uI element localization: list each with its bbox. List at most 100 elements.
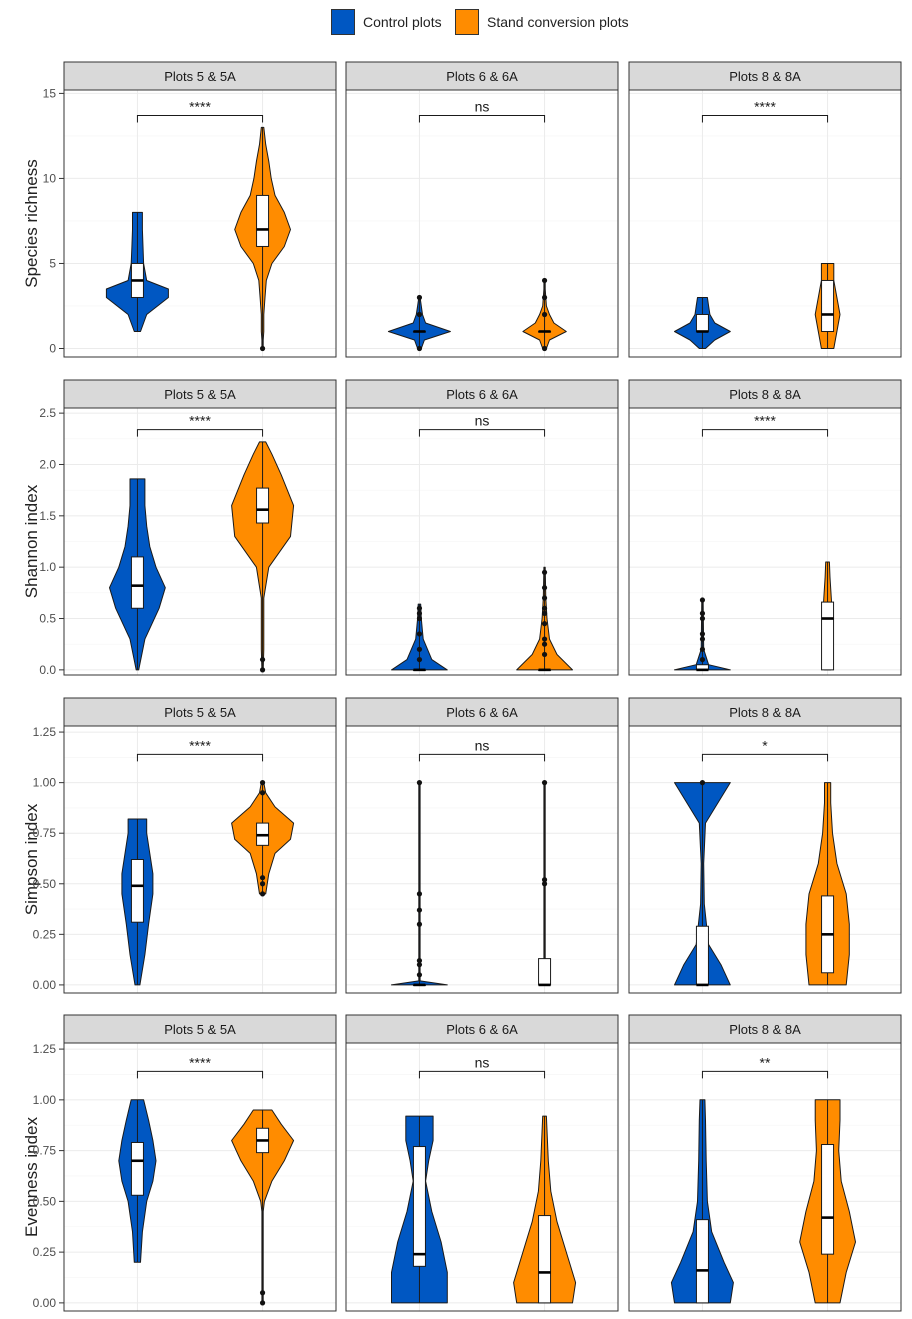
panel-border xyxy=(628,725,902,994)
y-tick-label: 0.75 xyxy=(33,826,57,840)
y-tick-label: 0.75 xyxy=(33,1144,57,1158)
significance-bracket xyxy=(701,429,829,437)
significance-bracket xyxy=(701,115,829,123)
outlier-point xyxy=(416,311,423,318)
outlier-point xyxy=(416,972,423,978)
significance-label: ** xyxy=(760,1054,771,1070)
y-tick-label: 10 xyxy=(43,171,57,185)
facet-strip-label: Plots 5 & 5A xyxy=(164,1022,236,1037)
y-tick-label: 1.25 xyxy=(33,1042,57,1056)
outlier-point xyxy=(541,877,548,883)
y-tick-label: 0.0 xyxy=(39,663,56,677)
facet-strip xyxy=(345,697,619,727)
outlier-point xyxy=(699,636,706,642)
outlier-point xyxy=(259,881,266,887)
outlier-point xyxy=(259,345,266,352)
panel-border xyxy=(345,407,619,676)
significance-label: * xyxy=(762,737,768,753)
outlier-point xyxy=(259,667,266,673)
significance-bracket xyxy=(136,429,264,437)
outlier-point xyxy=(541,311,548,318)
significance-label: ns xyxy=(475,1054,490,1070)
legend: Control plots Stand conversion plots xyxy=(0,6,912,38)
outlier-point xyxy=(259,1290,266,1296)
outlier-point xyxy=(416,780,423,786)
facet-strip-label: Plots 8 & 8A xyxy=(729,387,801,402)
y-tick-label: 0.25 xyxy=(33,927,57,941)
panel-background xyxy=(629,90,901,357)
y-tick-label: 0.25 xyxy=(33,1245,57,1259)
y-tick-label: 1.5 xyxy=(39,509,56,523)
box xyxy=(695,313,709,332)
outlier-point xyxy=(416,294,423,301)
outlier-point xyxy=(541,605,548,611)
significance-label: **** xyxy=(189,99,211,115)
panel-border xyxy=(628,407,902,676)
facet-strip-label: Plots 6 & 6A xyxy=(446,705,518,720)
facet-strip-label: Plots 6 & 6A xyxy=(446,69,518,84)
outlier-point xyxy=(416,891,423,897)
y-tick-label: 0 xyxy=(49,341,56,355)
outlier-point xyxy=(541,780,548,786)
outlier-point xyxy=(541,569,548,575)
outlier-point xyxy=(541,610,548,616)
outlier-point xyxy=(259,875,266,881)
facet-panel: Plots 8 & 8A ** xyxy=(628,1014,902,1312)
box xyxy=(821,279,835,332)
box xyxy=(256,487,270,524)
facet-strip xyxy=(345,379,619,409)
outlier-point xyxy=(416,605,423,611)
outlier-point xyxy=(259,1300,266,1306)
y-tick-label: 1.00 xyxy=(33,776,57,790)
significance-label: **** xyxy=(189,413,211,429)
significance-bracket xyxy=(136,1070,264,1079)
y-tick-label: 2.0 xyxy=(39,457,56,471)
panel-border xyxy=(63,725,337,994)
box xyxy=(130,1141,144,1196)
legend-item-stand: Stand conversion plots xyxy=(455,6,629,38)
significance-bracket xyxy=(136,115,264,123)
facet-strip xyxy=(63,379,337,409)
facet-panel: Plots 8 & 8A **** xyxy=(628,379,902,676)
panel-background xyxy=(346,90,618,357)
facet-strip-label: Plots 6 & 6A xyxy=(446,1022,518,1037)
outlier-point xyxy=(541,294,548,301)
outlier-point xyxy=(541,636,548,642)
panel-background xyxy=(346,726,618,993)
y-tick-label: 0.50 xyxy=(33,877,57,891)
legend-label-control: Control plots xyxy=(363,14,442,30)
y-tick-label: 5 xyxy=(49,256,56,270)
legend-swatch-stand xyxy=(455,9,479,35)
facet-strip xyxy=(345,1014,619,1044)
significance-label: **** xyxy=(754,413,776,429)
outlier-point xyxy=(416,646,423,652)
outlier-point xyxy=(541,277,548,284)
significance-bracket xyxy=(701,753,829,762)
outlier-point xyxy=(541,595,548,601)
panel-background xyxy=(629,726,901,993)
box xyxy=(695,1219,709,1304)
box xyxy=(256,194,270,247)
panel-border xyxy=(628,89,902,358)
significance-bracket xyxy=(418,1070,546,1079)
facet-panel: Plots 5 & 5A **** xyxy=(63,1014,337,1312)
legend-label-stand: Stand conversion plots xyxy=(487,14,629,30)
significance-label: ns xyxy=(475,737,490,753)
y-tick-label: 0.50 xyxy=(33,1194,57,1208)
y-tick-label: 15 xyxy=(43,86,57,100)
facet-strip xyxy=(63,1014,337,1044)
significance-bracket xyxy=(418,753,546,762)
outlier-point xyxy=(699,597,706,603)
facet-panel: Plots 5 & 5A **** xyxy=(63,697,337,994)
facet-panel: Plots 8 & 8A **** xyxy=(628,61,902,358)
significance-label: ns xyxy=(475,99,490,115)
outlier-point xyxy=(541,345,548,352)
outlier-point xyxy=(541,881,548,887)
y-tick-label: 0.5 xyxy=(39,612,56,626)
facet-panel: Plots 6 & 6A ns xyxy=(345,379,619,676)
box xyxy=(130,859,144,923)
significance-label: **** xyxy=(189,737,211,753)
significance-bracket xyxy=(418,115,546,123)
outlier-point xyxy=(541,641,548,647)
